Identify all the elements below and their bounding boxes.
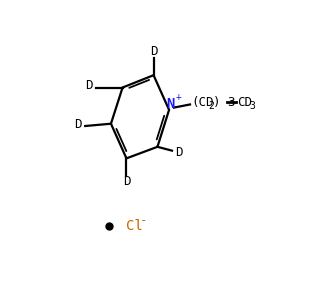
Text: -: - (140, 214, 148, 227)
Text: D: D (86, 79, 93, 92)
Text: +: + (176, 92, 182, 103)
Text: ) 3: ) 3 (213, 96, 235, 109)
Text: D: D (150, 45, 157, 58)
Text: D: D (175, 146, 183, 159)
Text: D: D (74, 118, 82, 131)
Text: (CD: (CD (191, 96, 214, 109)
Text: D: D (123, 175, 130, 188)
Text: 3: 3 (249, 101, 255, 111)
Text: Cl: Cl (126, 219, 142, 233)
Text: CD: CD (237, 96, 252, 109)
Text: 2: 2 (209, 101, 214, 111)
Text: N: N (166, 96, 174, 110)
